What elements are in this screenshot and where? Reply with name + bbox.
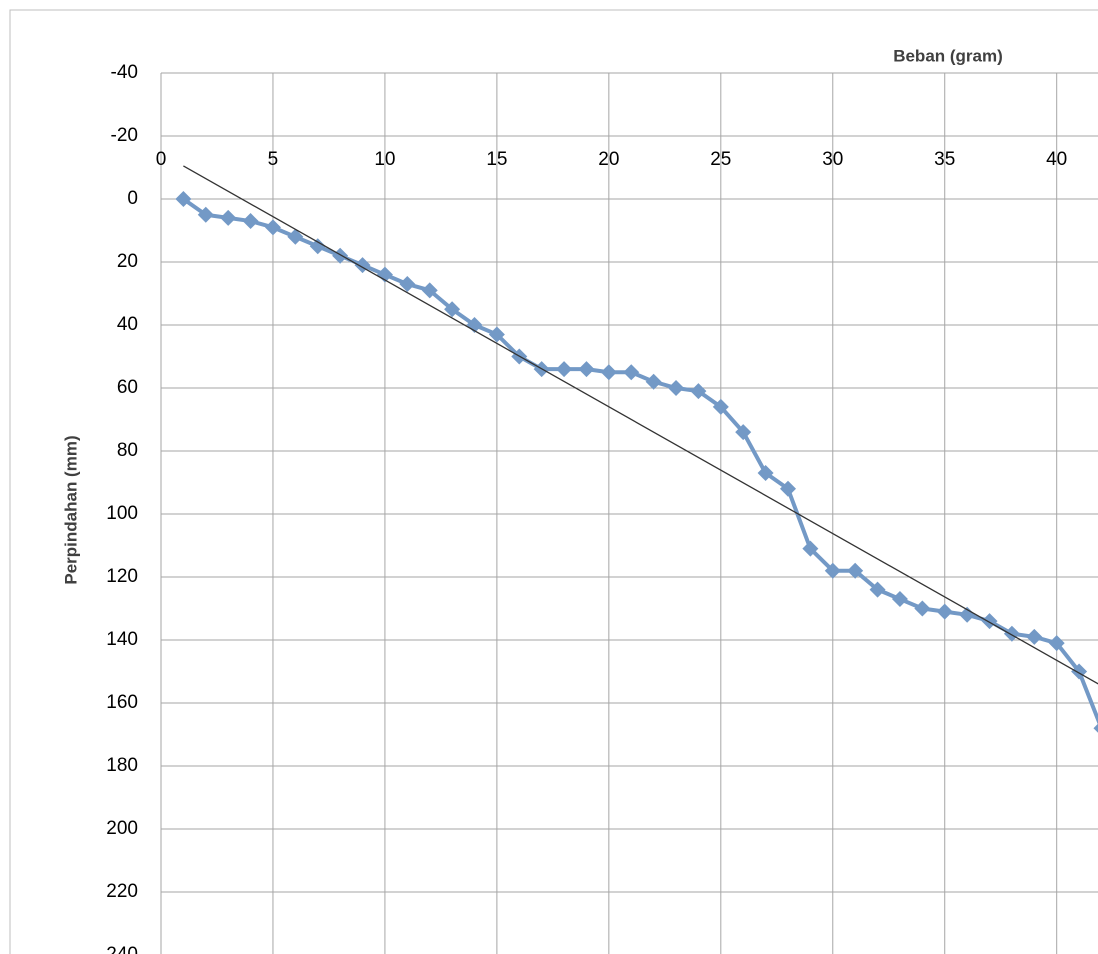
y-tick-label: 40 [117,314,138,335]
data-marker [690,383,707,400]
data-marker [891,591,908,608]
data-marker [399,276,416,293]
y-axis-label: Perpindahan (mm) [61,435,80,584]
y-tick-label: -40 [111,62,138,83]
data-marker [264,219,281,236]
data-marker [488,326,505,343]
x-tick-label: 25 [710,149,731,170]
data-marker [556,361,573,378]
y-tick-label: 120 [106,566,138,587]
y-tick-label: 60 [117,377,138,398]
y-tick-label: 80 [117,440,138,461]
y-tick-label: 20 [117,251,138,272]
data-marker [914,600,931,617]
series-line [182,197,1098,725]
data-marker [779,480,796,497]
data-marker [578,361,595,378]
data-marker [287,228,304,245]
data-marker [757,465,774,482]
x-tick-label: 40 [1046,149,1067,170]
x-tick-label: 5 [268,149,279,170]
data-marker [309,238,326,255]
x-tick-label: 15 [486,149,507,170]
data-marker [668,380,685,396]
data-marker [220,209,237,226]
y-tick-label: 160 [106,692,138,713]
data-marker [197,206,214,223]
y-tick-label: -20 [111,125,138,146]
y-tick-label: 200 [106,818,138,839]
data-marker [959,606,976,623]
y-tick-label: 0 [127,188,138,209]
data-marker [712,398,729,415]
x-axis-label: Beban (gram) [893,46,1003,65]
data-marker [421,282,438,299]
data-marker [1026,628,1043,645]
data-marker [444,301,461,318]
data-marker [869,581,886,598]
data-marker [376,266,393,283]
x-tick-label: 20 [598,149,619,170]
data-marker [1003,625,1020,642]
data-marker [645,373,662,390]
data-marker [735,424,752,441]
data-marker [847,562,864,579]
data-marker [1048,635,1065,652]
y-tick-label: 140 [106,629,138,650]
data-marker [623,364,640,381]
data-marker [332,247,349,264]
chart-frame [9,9,1098,954]
y-tick-label: 240 [106,944,138,954]
y-tick-label: 100 [106,503,138,524]
x-tick-label: 30 [822,149,843,170]
y-tick-label: 220 [106,881,138,902]
trendline [183,165,1098,685]
data-marker [981,613,998,630]
x-tick-label: 35 [934,149,955,170]
x-tick-label: 10 [374,149,395,170]
data-marker [802,540,819,557]
data-marker [1093,723,1098,733]
data-marker [175,191,192,207]
x-tick-label: 0 [156,149,167,170]
y-tick-label: 180 [106,755,138,776]
data-marker [824,562,841,579]
data-marker [936,603,953,620]
data-marker [242,213,259,230]
data-marker [600,364,617,381]
